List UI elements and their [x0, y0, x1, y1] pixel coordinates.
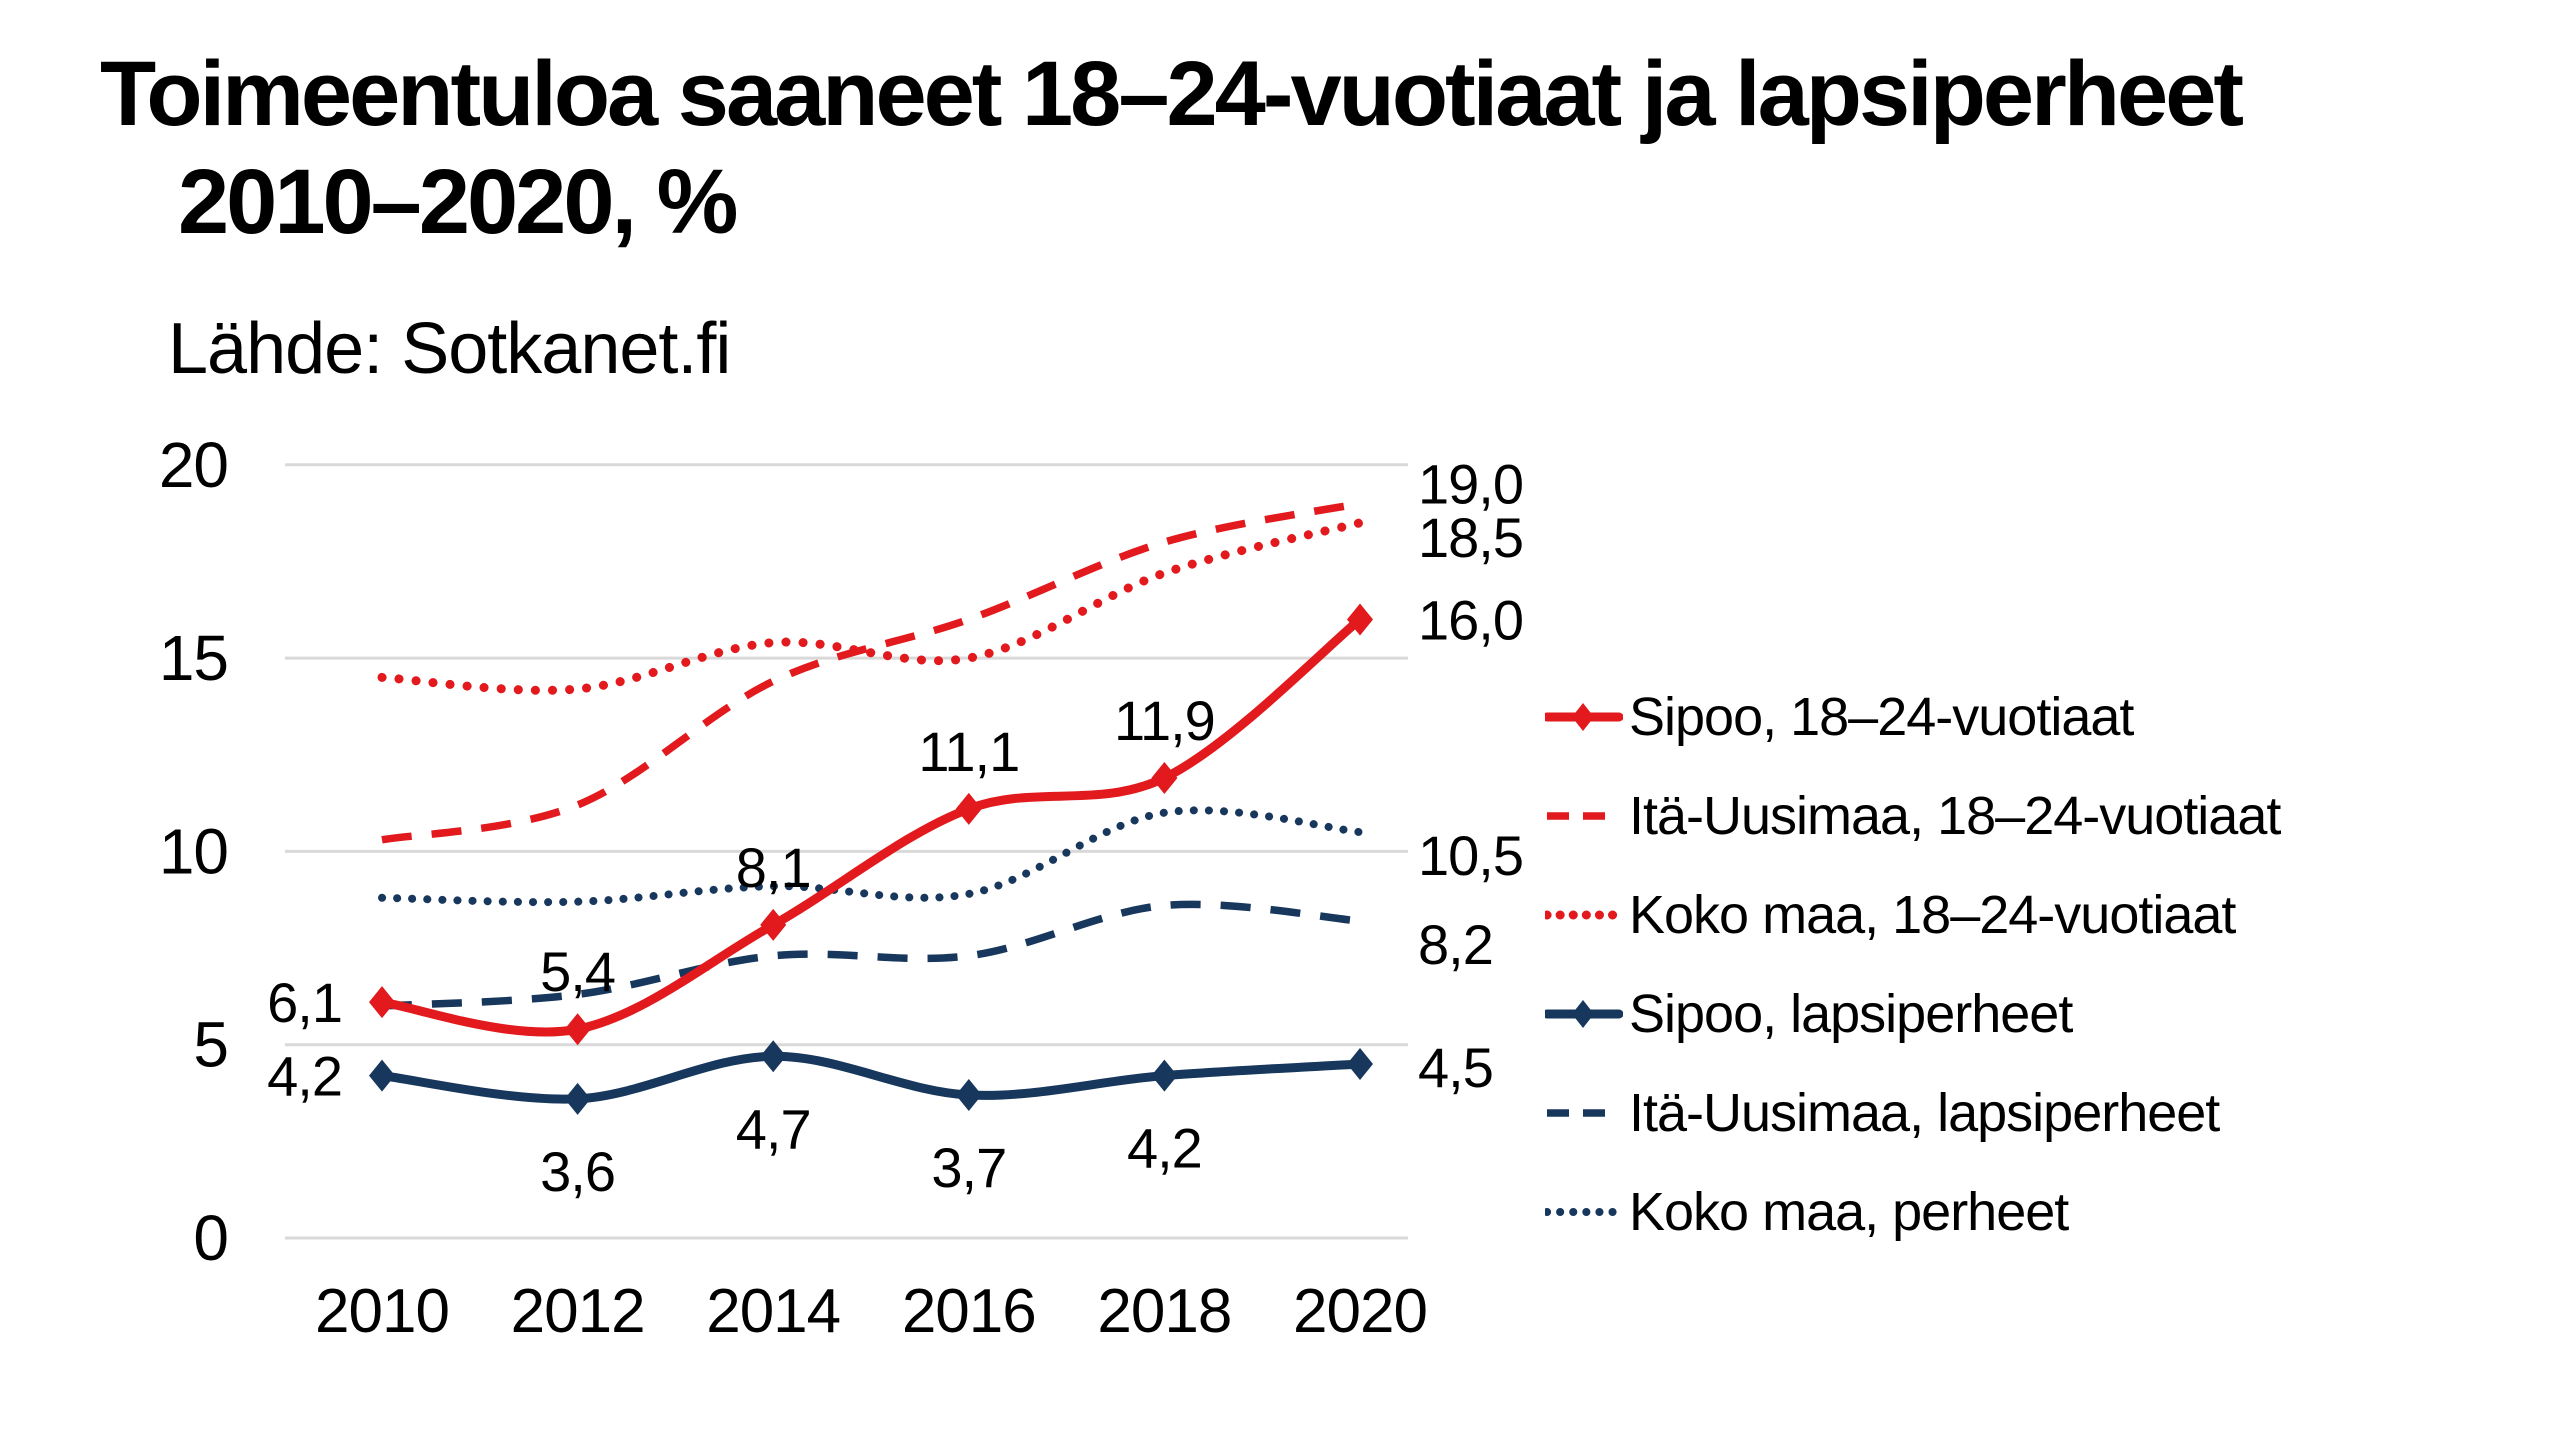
- legend-item-sipoo-18-24: Sipoo, 18–24-vuotiaat: [1545, 667, 2280, 766]
- series-line-koko-maa-perheet: [378, 806, 1364, 907]
- legend-dotted-swatch-icon: [1545, 1207, 1623, 1216]
- source-label: Lähde: Sotkanet.fi: [168, 309, 731, 389]
- x-axis-tick-label-2012: 2012: [511, 1277, 645, 1346]
- x-axis-tick-label-2010: 2010: [315, 1277, 449, 1346]
- end-label-ita-uusimaa-lapsiperheet: 8,2: [1418, 913, 1493, 976]
- series-line-sipoo-18-24: [377, 614, 1365, 1037]
- point-label-sipoo-lapsiperheet-2012: 3,6: [540, 1140, 615, 1203]
- legend-solid-swatch-icon: [1545, 702, 1623, 731]
- legend-item-koko-maa-perheet: Koko maa, perheet: [1545, 1162, 2280, 1261]
- legend-item-ita-uusimaa-lapsiperheet: Itä-Uusimaa, lapsiperheet: [1545, 1063, 2280, 1162]
- chart-title-line2: 2010–2020, %: [178, 151, 738, 253]
- data-point-sipoo-lapsiperheet-2012: [564, 1082, 591, 1115]
- legend-item-koko-maa-18-24: Koko maa, 18–24-vuotiaat: [1545, 865, 2280, 964]
- x-axis-tick-label-2018: 2018: [1097, 1277, 1231, 1346]
- series-line-sipoo-lapsiperheet: [377, 1051, 1365, 1104]
- end-label-sipoo-18-24: 16,0: [1418, 588, 1523, 651]
- legend-solid-swatch-icon: [1545, 999, 1623, 1028]
- point-label-sipoo-18-24-2010: 6,1: [267, 971, 342, 1034]
- data-point-sipoo-lapsiperheet-2018: [1151, 1059, 1178, 1092]
- end-label-ita-uusimaa-18-24: 19,0: [1418, 452, 1523, 515]
- point-label-sipoo-18-24-2018: 11,9: [1114, 689, 1215, 752]
- point-label-sipoo-18-24-2014: 8,1: [736, 836, 811, 899]
- end-label-koko-maa-18-24: 18,5: [1418, 506, 1523, 569]
- data-point-sipoo-18-24-2016: [955, 792, 982, 825]
- point-label-sipoo-18-24-2016: 11,1: [918, 720, 1019, 783]
- legend-diamond-marker-icon: [1572, 702, 1594, 731]
- legend-dotted-swatch-icon: [1545, 910, 1623, 919]
- legend-label-ita-uusimaa-18-24: Itä-Uusimaa, 18–24-vuotiaat: [1629, 785, 2281, 846]
- legend-item-ita-uusimaa-18-24: Itä-Uusimaa, 18–24-vuotiaat: [1545, 766, 2281, 865]
- data-point-sipoo-lapsiperheet-2016: [955, 1078, 982, 1111]
- end-label-sipoo-lapsiperheet: 4,5: [1418, 1036, 1493, 1099]
- point-label-sipoo-lapsiperheet-2018: 4,2: [1127, 1117, 1202, 1180]
- x-axis-tick-label-2014: 2014: [706, 1277, 840, 1346]
- legend-diamond-marker-icon: [1572, 999, 1594, 1028]
- legend-label-sipoo-18-24: Sipoo, 18–24-vuotiaat: [1629, 686, 2134, 747]
- data-point-sipoo-18-24-2014: [760, 908, 787, 941]
- chart-legend: Sipoo, 18–24-vuotiaat Itä-Uusimaa, 18–24-…: [1545, 667, 2281, 1261]
- y-axis-tick-label-0: 0: [193, 1202, 228, 1274]
- y-axis-tick-label-20: 20: [159, 429, 228, 501]
- legend-label-koko-maa-18-24: Koko maa, 18–24-vuotiaat: [1629, 884, 2236, 945]
- data-point-sipoo-lapsiperheet-2020: [1347, 1048, 1373, 1081]
- end-label-koko-maa-perheet: 10,5: [1418, 824, 1523, 887]
- series-line-koko-maa-18-24: [377, 518, 1365, 695]
- data-point-sipoo-18-24-2012: [564, 1013, 591, 1046]
- y-axis-tick-label-5: 5: [193, 1009, 228, 1081]
- legend-dashed-swatch-icon: [1547, 811, 1619, 820]
- legend-label-sipoo-lapsiperheet: Sipoo, lapsiperheet: [1629, 983, 2073, 1044]
- point-label-sipoo-lapsiperheet-2014: 4,7: [736, 1097, 811, 1160]
- data-point-sipoo-18-24-2020: [1347, 603, 1373, 636]
- legend-label-ita-uusimaa-lapsiperheet: Itä-Uusimaa, lapsiperheet: [1629, 1082, 2220, 1143]
- point-label-sipoo-18-24-2012: 5,4: [540, 940, 615, 1003]
- x-axis-tick-label-2016: 2016: [902, 1277, 1036, 1346]
- legend-dashed-swatch-icon: [1547, 1108, 1619, 1117]
- series-line-ita-uusimaa-18-24: [381, 499, 1361, 844]
- y-axis-tick-label-10: 10: [159, 815, 228, 887]
- data-point-sipoo-18-24-2018: [1151, 761, 1178, 794]
- legend-item-sipoo-lapsiperheet: Sipoo, lapsiperheet: [1545, 964, 2280, 1063]
- series-line-ita-uusimaa-lapsiperheet: [381, 900, 1361, 1010]
- data-point-sipoo-18-24-2010: [369, 986, 395, 1019]
- point-label-sipoo-lapsiperheet-2016: 3,7: [931, 1136, 1006, 1199]
- data-point-sipoo-lapsiperheet-2010: [369, 1059, 395, 1092]
- data-point-sipoo-lapsiperheet-2014: [760, 1040, 787, 1073]
- point-label-sipoo-lapsiperheet-2010: 4,2: [267, 1045, 342, 1108]
- chart-title: Toimeentuloa saaneet 18–24-vuotiaat ja l…: [100, 40, 2244, 256]
- legend-label-koko-maa-perheet: Koko maa, perheet: [1629, 1181, 2069, 1242]
- y-axis-tick-label-15: 15: [159, 622, 228, 694]
- chart-title-line1: Toimeentuloa saaneet 18–24-vuotiaat ja l…: [100, 43, 2244, 145]
- x-axis-tick-label-2020: 2020: [1293, 1277, 1427, 1346]
